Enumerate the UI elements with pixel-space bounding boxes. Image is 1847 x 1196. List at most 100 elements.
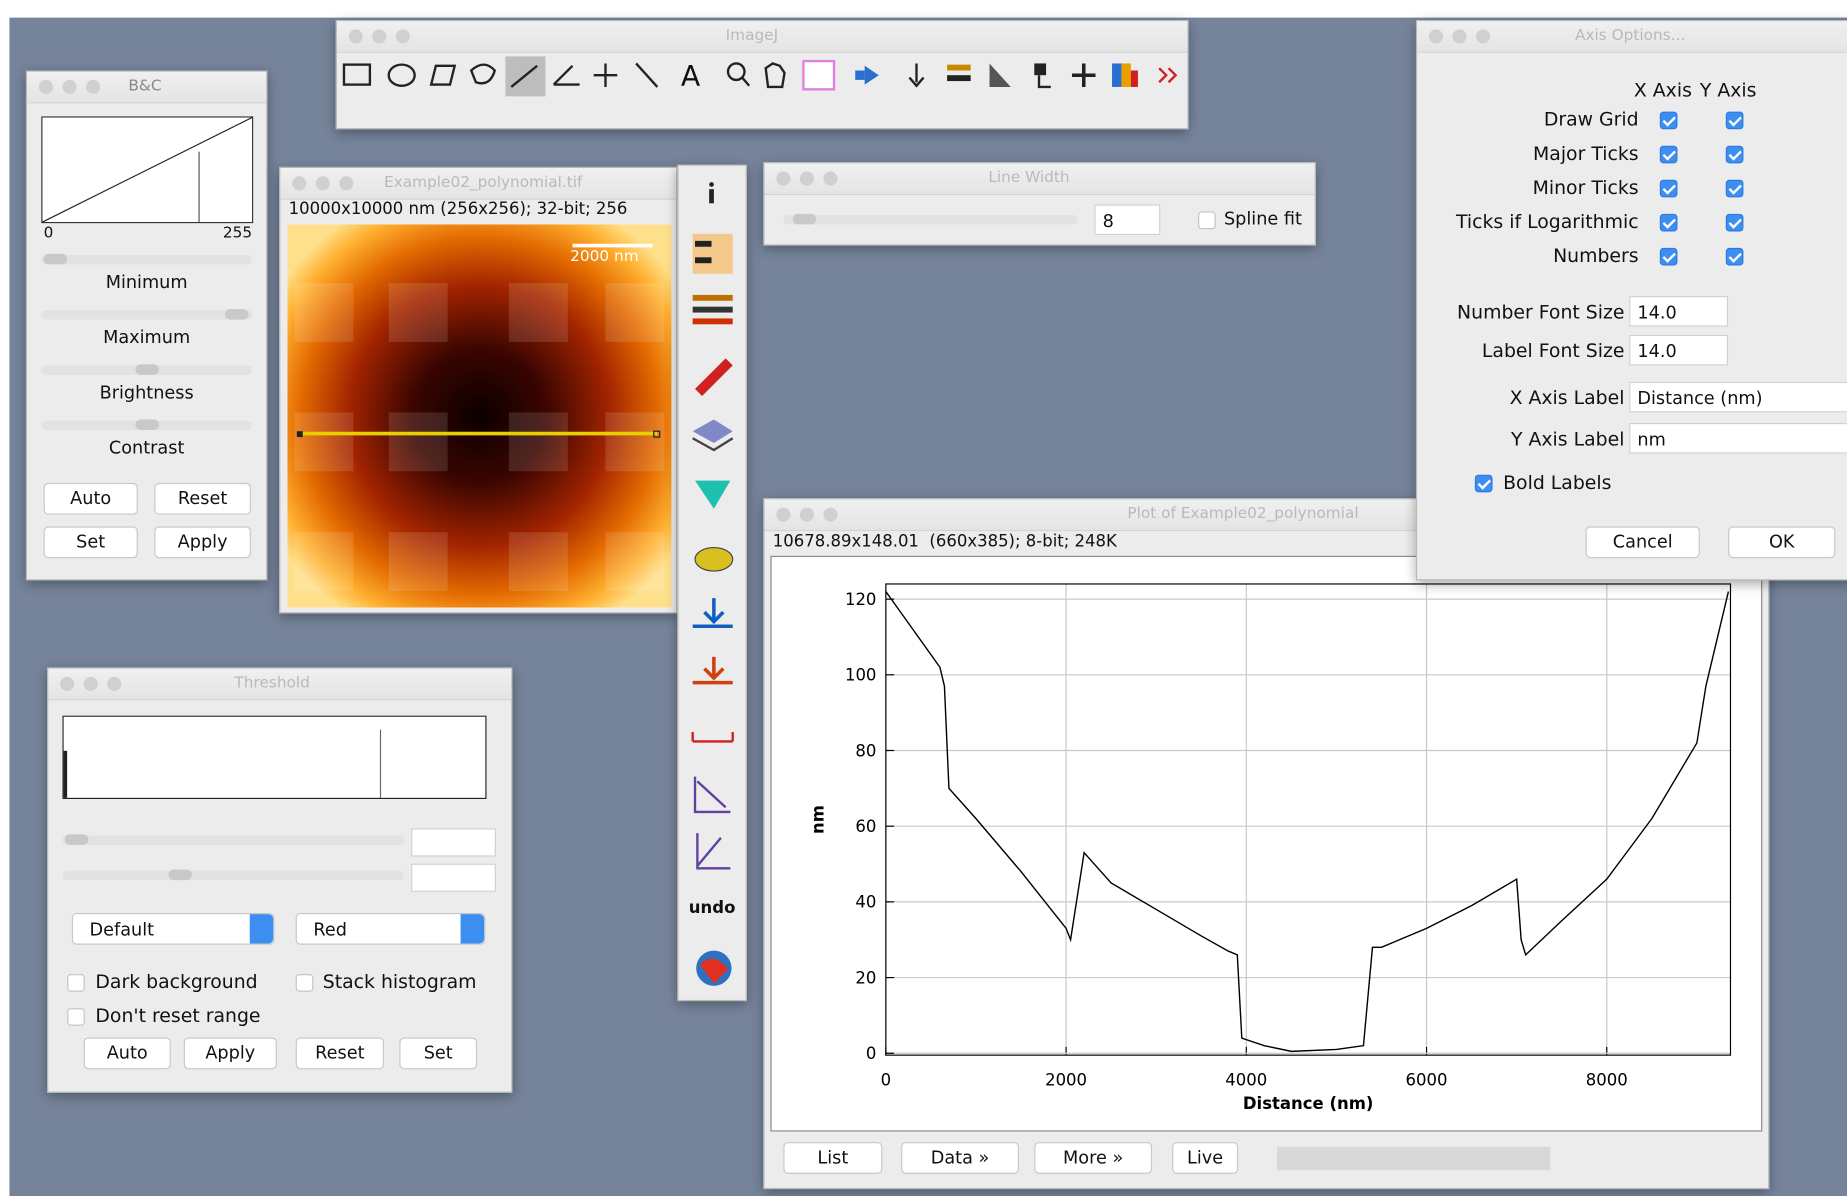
window-title: Line Width bbox=[988, 169, 1069, 187]
checkbox[interactable] bbox=[1660, 112, 1678, 130]
x-axis-title: Distance (nm) bbox=[1243, 1094, 1374, 1113]
profile-line bbox=[886, 592, 1729, 1052]
window-title: Plot of Example02_polynomial bbox=[1127, 505, 1358, 523]
x-tick-label: 4000 bbox=[1225, 1071, 1267, 1090]
slider[interactable] bbox=[783, 215, 1078, 224]
button[interactable]: Data » bbox=[901, 1142, 1019, 1174]
field-label: Number Font Size bbox=[1457, 301, 1624, 323]
checkbox[interactable] bbox=[1726, 146, 1744, 164]
button[interactable]: Apply bbox=[154, 526, 251, 558]
y-tick-label: 80 bbox=[855, 741, 876, 760]
checkbox[interactable] bbox=[1726, 112, 1744, 130]
checkbox[interactable] bbox=[1726, 248, 1744, 266]
checkbox[interactable] bbox=[67, 1008, 85, 1026]
histogram bbox=[62, 716, 486, 799]
checkbox-label: Spline fit bbox=[1224, 208, 1302, 229]
title-bar: Axis Options... bbox=[1417, 21, 1847, 53]
button[interactable]: Apply bbox=[184, 1038, 277, 1070]
option-label: Draw Grid bbox=[1544, 108, 1639, 130]
slider-label: Contrast bbox=[27, 437, 266, 458]
checkbox[interactable] bbox=[1726, 180, 1744, 198]
method-select[interactable]: Default bbox=[72, 913, 275, 945]
plot-info: 10678.89x148.01 (660x385); 8-bit; 248K bbox=[773, 532, 1117, 551]
slider[interactable] bbox=[41, 365, 252, 374]
button[interactable]: Reset bbox=[154, 483, 251, 515]
title-bar: Threshold bbox=[48, 669, 511, 701]
button[interactable]: Set bbox=[44, 526, 138, 558]
histogram bbox=[41, 116, 253, 223]
x-tick-label: 2000 bbox=[1045, 1071, 1087, 1090]
checkbox[interactable] bbox=[1660, 214, 1678, 232]
field-label: Y Axis Label bbox=[1511, 428, 1624, 450]
y-tick-label: 60 bbox=[855, 817, 876, 836]
line-width-window: Line Width 8 Spline fit bbox=[763, 162, 1315, 245]
button[interactable]: Live bbox=[1172, 1142, 1238, 1174]
y-axis-title: nm bbox=[808, 805, 827, 834]
text-field[interactable]: 14.0 bbox=[1629, 296, 1728, 327]
button[interactable]: Reset bbox=[296, 1038, 384, 1070]
button[interactable]: Auto bbox=[44, 483, 138, 515]
checkbox[interactable] bbox=[67, 974, 85, 992]
checkbox[interactable] bbox=[296, 974, 314, 992]
text-field[interactable] bbox=[411, 864, 496, 892]
checkbox[interactable] bbox=[1198, 211, 1216, 229]
plot-window: Plot of Example02_polynomial 10678.89x14… bbox=[763, 498, 1769, 1189]
checkbox-label: Don't reset range bbox=[95, 1005, 260, 1027]
slider[interactable] bbox=[41, 310, 252, 319]
text-field[interactable]: 14.0 bbox=[1629, 335, 1728, 366]
button[interactable]: Set bbox=[399, 1038, 477, 1070]
slider[interactable] bbox=[62, 835, 404, 844]
max-value: 255 bbox=[223, 224, 252, 242]
column-header: Y Axis bbox=[1700, 79, 1757, 101]
button[interactable]: More » bbox=[1034, 1142, 1152, 1174]
slider[interactable] bbox=[62, 871, 404, 880]
image-window: Example02_polynomial.tif 10000x10000 nm … bbox=[279, 167, 677, 614]
x-tick-label: 6000 bbox=[1406, 1071, 1448, 1090]
option-label: Minor Ticks bbox=[1533, 176, 1639, 198]
screen: ImageJ A B&C 0 255 Minimum Maximum Brigh… bbox=[0, 0, 1847, 1196]
button[interactable]: Cancel bbox=[1586, 526, 1700, 558]
button[interactable]: List bbox=[783, 1142, 882, 1174]
checkbox[interactable] bbox=[1660, 248, 1678, 266]
imagej-window: ImageJ A bbox=[336, 20, 1189, 129]
checkbox[interactable] bbox=[1660, 180, 1678, 198]
slider-label: Maximum bbox=[27, 327, 266, 348]
progress-bar bbox=[1277, 1147, 1550, 1171]
title-bar: Example02_polynomial.tif bbox=[280, 168, 676, 200]
threshold-window: Threshold Default Red Dark background St… bbox=[47, 667, 512, 1092]
text-field[interactable] bbox=[411, 828, 496, 856]
text-field[interactable]: nm bbox=[1629, 423, 1847, 454]
checkbox[interactable] bbox=[1660, 146, 1678, 164]
title-bar: ImageJ bbox=[337, 21, 1188, 53]
select-value: Default bbox=[90, 919, 155, 940]
text-tool[interactable]: A bbox=[681, 56, 700, 96]
window-title: ImageJ bbox=[726, 27, 778, 45]
width-field[interactable]: 8 bbox=[1094, 204, 1160, 235]
button[interactable]: Auto bbox=[84, 1038, 171, 1070]
column-header: X Axis bbox=[1634, 79, 1692, 101]
select-value: Red bbox=[313, 919, 347, 940]
title-bar: Line Width bbox=[765, 163, 1315, 195]
checkbox[interactable] bbox=[1475, 475, 1493, 493]
slider[interactable] bbox=[41, 421, 252, 430]
button[interactable]: OK bbox=[1728, 526, 1835, 558]
y-tick-label: 40 bbox=[855, 893, 876, 912]
checkbox[interactable] bbox=[1726, 214, 1744, 232]
option-label: Major Ticks bbox=[1533, 142, 1639, 164]
window-title: Threshold bbox=[234, 674, 309, 692]
slider[interactable] bbox=[41, 255, 252, 264]
undo-tool[interactable]: undo bbox=[679, 899, 746, 918]
tool-icons[interactable] bbox=[337, 54, 1188, 101]
window-title: B&C bbox=[128, 78, 161, 96]
field-label: X Axis Label bbox=[1510, 387, 1625, 409]
axis-options-window: Axis Options... X Axis Y Axis Number Fon… bbox=[1416, 20, 1847, 580]
window-title: Axis Options... bbox=[1575, 27, 1685, 45]
mode-select[interactable]: Red bbox=[296, 913, 486, 945]
option-label: Ticks if Logarithmic bbox=[1456, 210, 1639, 232]
x-tick-label: 0 bbox=[881, 1071, 891, 1090]
tool-icons[interactable] bbox=[679, 166, 746, 1000]
tools-window: undo bbox=[677, 165, 747, 1002]
text-field[interactable]: Distance (nm) bbox=[1629, 382, 1847, 413]
y-tick-label: 100 bbox=[845, 666, 876, 685]
